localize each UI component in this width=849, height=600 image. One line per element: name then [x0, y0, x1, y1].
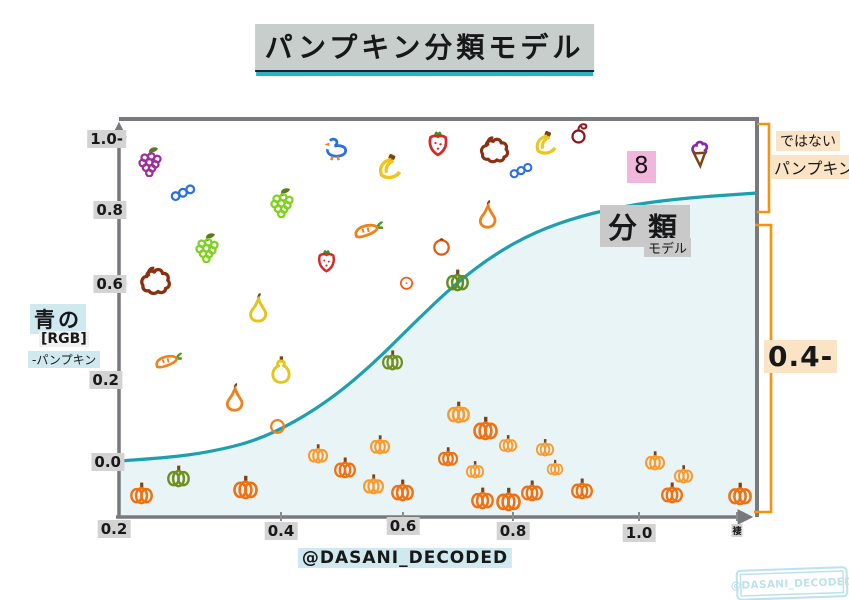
curve-fill [118, 193, 757, 515]
y-axis-label: 0.8 [93, 201, 126, 219]
y-axis-label: 1.0- [87, 130, 126, 148]
x-axis-label: 1.0 [622, 524, 656, 542]
not-pumpkin-label-line2: パンプキン [770, 155, 849, 179]
x-axis-label: 0.8 [496, 522, 530, 540]
not-pumpkin-label-line1: ではない [776, 131, 840, 151]
page-title: パンプキン分類モデル [254, 24, 595, 72]
x-axis-label: 0.4 [264, 522, 298, 540]
threshold-label: 0.4- [764, 340, 838, 373]
annotation-model: モデル [644, 238, 692, 257]
credit-handle: @DASANI_DECODED [297, 548, 513, 568]
plot-frame [111, 117, 759, 525]
y-axis-label: 0.2 [89, 371, 122, 389]
x-axis-label: 0.2 [97, 520, 131, 538]
bracket-not-pumpkin [757, 122, 771, 214]
y-axis-title-line1: 青の [30, 304, 86, 334]
y-axis-label: 0.6 [93, 275, 126, 293]
y-axis-label: 0.0 [91, 453, 124, 471]
watermark-badge: @DASANI_DECODED [731, 566, 849, 600]
x-axis-label: 褄 [731, 524, 743, 537]
y-axis-title-line3: -パンプキン [28, 351, 101, 368]
x-axis-label: 0.6 [386, 517, 420, 535]
y-axis-title-line2: [RGB] [39, 331, 89, 347]
